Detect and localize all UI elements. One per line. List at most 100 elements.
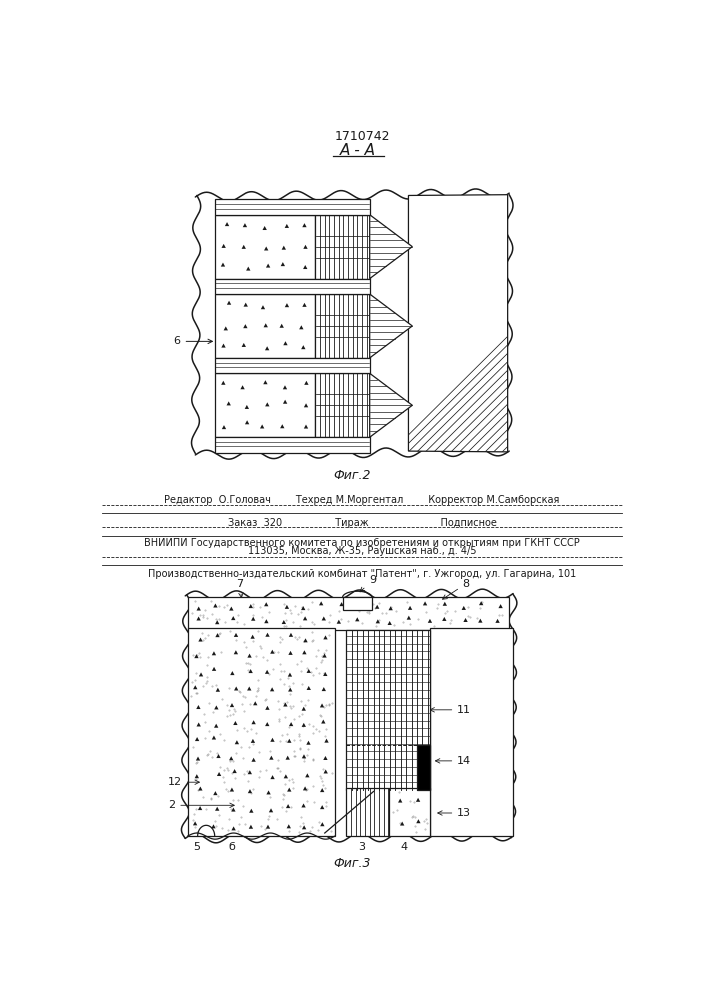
- Polygon shape: [281, 262, 285, 266]
- Bar: [187, 597, 509, 630]
- Polygon shape: [288, 688, 293, 692]
- Polygon shape: [243, 324, 247, 328]
- Polygon shape: [387, 621, 392, 625]
- Polygon shape: [287, 739, 291, 743]
- Polygon shape: [301, 803, 305, 807]
- Polygon shape: [264, 323, 268, 327]
- Polygon shape: [320, 805, 325, 809]
- Text: 2: 2: [168, 800, 234, 810]
- Text: 12: 12: [168, 777, 199, 787]
- Polygon shape: [230, 788, 234, 792]
- Polygon shape: [216, 754, 221, 758]
- Polygon shape: [478, 619, 482, 623]
- Text: Производственно-издательский комбинат "Патент", г. Ужгород, ул. Гагарина, 101: Производственно-издательский комбинат "П…: [148, 569, 576, 579]
- Polygon shape: [270, 687, 274, 691]
- Text: 9: 9: [360, 575, 376, 592]
- Polygon shape: [375, 605, 380, 609]
- Polygon shape: [288, 651, 293, 655]
- Polygon shape: [270, 738, 274, 742]
- Polygon shape: [261, 305, 265, 309]
- Bar: [346, 788, 389, 836]
- Polygon shape: [250, 635, 255, 639]
- Polygon shape: [303, 223, 307, 227]
- Polygon shape: [195, 737, 199, 741]
- Text: 5: 5: [193, 842, 200, 852]
- Bar: [315, 373, 370, 437]
- Polygon shape: [253, 701, 257, 705]
- Polygon shape: [252, 720, 256, 724]
- Polygon shape: [263, 380, 267, 384]
- Polygon shape: [302, 650, 307, 654]
- Polygon shape: [288, 633, 293, 637]
- Text: 8: 8: [443, 579, 470, 599]
- Polygon shape: [211, 824, 216, 828]
- Polygon shape: [269, 808, 273, 812]
- Polygon shape: [225, 222, 229, 226]
- Bar: [215, 279, 370, 294]
- Polygon shape: [221, 244, 226, 248]
- Polygon shape: [407, 616, 411, 620]
- Polygon shape: [354, 601, 358, 605]
- Polygon shape: [230, 703, 234, 707]
- Polygon shape: [231, 826, 235, 830]
- Polygon shape: [306, 741, 310, 745]
- Polygon shape: [279, 324, 284, 328]
- Polygon shape: [216, 688, 220, 692]
- Polygon shape: [375, 619, 380, 623]
- Polygon shape: [285, 303, 289, 307]
- Polygon shape: [301, 606, 305, 610]
- Polygon shape: [301, 345, 305, 349]
- Polygon shape: [221, 381, 226, 385]
- Polygon shape: [227, 301, 231, 305]
- Polygon shape: [194, 774, 199, 778]
- Polygon shape: [226, 401, 231, 405]
- Polygon shape: [286, 824, 291, 828]
- Polygon shape: [196, 757, 200, 761]
- Polygon shape: [249, 809, 254, 813]
- Polygon shape: [252, 758, 256, 762]
- Bar: [346, 630, 430, 790]
- Polygon shape: [304, 425, 308, 429]
- Polygon shape: [231, 616, 235, 620]
- Polygon shape: [302, 707, 306, 711]
- Polygon shape: [194, 654, 199, 658]
- Bar: [215, 294, 315, 358]
- Polygon shape: [249, 825, 253, 829]
- Polygon shape: [229, 756, 233, 760]
- Polygon shape: [245, 405, 249, 409]
- Polygon shape: [245, 420, 250, 424]
- Polygon shape: [215, 807, 219, 811]
- Text: 11: 11: [430, 705, 472, 715]
- Polygon shape: [231, 808, 235, 812]
- Polygon shape: [416, 819, 421, 823]
- Polygon shape: [370, 294, 412, 358]
- Polygon shape: [247, 789, 252, 793]
- Text: ВНИИПИ Государственного комитета по изобретениям и открытиям при ГКНТ СССР: ВНИИПИ Государственного комитета по изоб…: [144, 538, 580, 548]
- Polygon shape: [303, 303, 307, 307]
- Polygon shape: [283, 385, 287, 389]
- Text: 7: 7: [236, 579, 243, 598]
- Polygon shape: [325, 739, 329, 743]
- Polygon shape: [339, 602, 344, 606]
- Polygon shape: [235, 740, 239, 744]
- Bar: [215, 437, 370, 453]
- Polygon shape: [323, 672, 327, 676]
- Polygon shape: [233, 721, 238, 725]
- Polygon shape: [251, 739, 255, 743]
- Polygon shape: [229, 607, 233, 611]
- Polygon shape: [302, 723, 306, 727]
- Polygon shape: [269, 756, 274, 760]
- Polygon shape: [221, 263, 225, 267]
- Text: Фиг.2: Фиг.2: [333, 469, 370, 482]
- Text: 1710742: 1710742: [334, 130, 390, 143]
- Polygon shape: [498, 604, 503, 608]
- Polygon shape: [307, 686, 311, 690]
- Polygon shape: [408, 606, 412, 610]
- Polygon shape: [222, 425, 226, 429]
- Polygon shape: [400, 822, 404, 826]
- Polygon shape: [266, 264, 270, 268]
- Polygon shape: [198, 806, 202, 810]
- Polygon shape: [216, 633, 220, 637]
- Polygon shape: [285, 224, 289, 228]
- Polygon shape: [302, 825, 306, 829]
